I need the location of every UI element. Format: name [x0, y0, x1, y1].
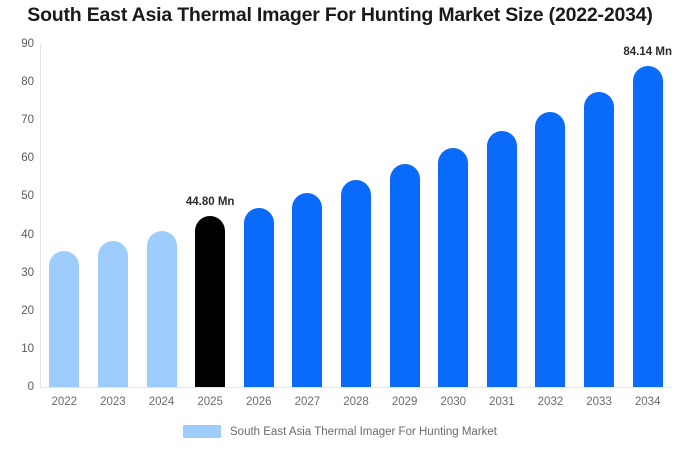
x-axis-tick-2031: 2031	[489, 396, 515, 408]
y-axis-tick-10: 10	[21, 342, 34, 355]
bar-rect-2030[interactable]	[438, 147, 469, 387]
bar-rect-2025[interactable]	[195, 216, 226, 387]
bar-2022[interactable]	[49, 44, 80, 387]
bar-2027[interactable]	[292, 44, 323, 387]
legend-label-market: South East Asia Thermal Imager For Hunti…	[230, 425, 497, 438]
bar-rect-2031[interactable]	[486, 130, 517, 387]
y-axis-tick-80: 80	[21, 76, 34, 89]
y-axis-tick-20: 20	[21, 304, 34, 317]
bar-2029[interactable]	[389, 44, 420, 387]
bar-rect-2022[interactable]	[49, 251, 80, 387]
bar-2024[interactable]	[146, 44, 177, 387]
legend-swatch-market	[183, 425, 222, 438]
bar-2026[interactable]	[243, 44, 274, 387]
bar-rect-2027[interactable]	[292, 193, 323, 387]
chart-title: South East Asia Thermal Imager For Hunti…	[27, 4, 653, 26]
bar-value-label-2034: 84.14 Mn	[623, 46, 672, 59]
bar-rect-2023[interactable]	[97, 241, 128, 387]
x-axis-tick-2034: 2034	[634, 396, 661, 408]
y-axis-tick-60: 60	[21, 152, 34, 165]
bar-rect-2033[interactable]	[584, 92, 615, 387]
x-axis-tick-2024: 2024	[148, 396, 175, 408]
y-axis-tick-70: 70	[21, 114, 34, 127]
x-axis-tick-2027: 2027	[294, 396, 321, 408]
y-axis-tick-90: 90	[21, 38, 34, 50]
bar-2032[interactable]	[535, 44, 566, 387]
y-axis-tick-50: 50	[21, 190, 34, 203]
bar-value-label-2025: 44.80 Mn	[185, 196, 235, 209]
y-axis-tick-0: 0	[27, 381, 34, 393]
bar-2034[interactable]	[632, 44, 663, 387]
x-axis-tick-2032: 2032	[537, 396, 564, 408]
y-axis-tick-30: 30	[21, 266, 34, 279]
x-axis-tick-2025: 2025	[197, 396, 223, 408]
bar-2033[interactable]	[584, 44, 615, 387]
bar-2028[interactable]	[341, 44, 371, 387]
bar-rect-2024[interactable]	[146, 230, 177, 387]
bar-2025[interactable]	[195, 44, 226, 387]
x-axis-tick-2030: 2030	[440, 396, 467, 408]
x-axis-tick-2028: 2028	[343, 396, 369, 408]
bar-rect-2026[interactable]	[243, 207, 274, 387]
x-axis-baseline	[40, 387, 672, 388]
y-axis-tick-40: 40	[21, 228, 34, 241]
x-axis-tick-2033: 2033	[586, 396, 612, 408]
bar-rect-2029[interactable]	[389, 164, 420, 387]
chart-legend: South East Asia Thermal Imager For Hunti…	[0, 425, 680, 438]
bar-2023[interactable]	[97, 44, 128, 387]
bar-rect-2032[interactable]	[535, 111, 566, 387]
x-axis-tick-2023: 2023	[100, 396, 126, 408]
bar-rect-2028[interactable]	[341, 179, 371, 387]
y-axis-line	[40, 44, 41, 388]
bar-2030[interactable]	[438, 44, 469, 387]
x-axis-tick-2029: 2029	[391, 396, 418, 408]
bar-2031[interactable]	[486, 44, 517, 387]
x-axis-tick-2026: 2026	[245, 396, 272, 408]
x-axis-tick-2022: 2022	[51, 396, 78, 408]
bar-rect-2034[interactable]	[632, 66, 663, 387]
